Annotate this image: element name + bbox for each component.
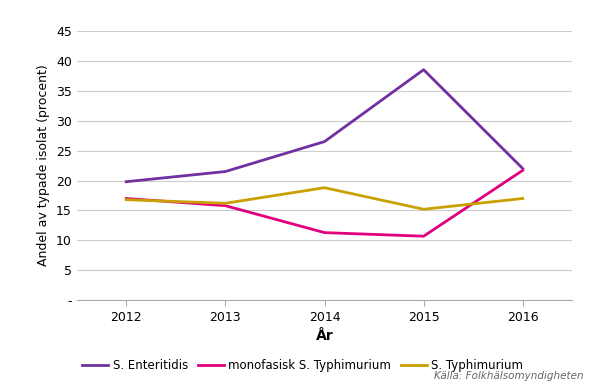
S. Typhimurium xyxy=(519,196,526,201)
X-axis label: År: År xyxy=(316,329,333,343)
monofasisk S. Typhimurium xyxy=(123,196,130,201)
S. Enteritidis xyxy=(123,179,130,184)
Legend: S. Enteritidis, monofasisk S. Typhimurium, S. Typhimurium: S. Enteritidis, monofasisk S. Typhimuriu… xyxy=(78,355,528,377)
Text: Källa: Folkhälsomyndigheten: Källa: Folkhälsomyndigheten xyxy=(434,371,584,381)
S. Enteritidis xyxy=(420,67,427,72)
Line: S. Typhimurium: S. Typhimurium xyxy=(126,188,523,209)
S. Typhimurium xyxy=(420,207,427,212)
S. Typhimurium xyxy=(123,198,130,202)
Line: S. Enteritidis: S. Enteritidis xyxy=(126,70,523,182)
S. Typhimurium xyxy=(222,201,229,206)
S. Typhimurium xyxy=(321,186,328,190)
S. Enteritidis xyxy=(222,169,229,174)
monofasisk S. Typhimurium xyxy=(519,168,526,172)
S. Enteritidis xyxy=(519,166,526,171)
Line: monofasisk S. Typhimurium: monofasisk S. Typhimurium xyxy=(126,170,523,236)
monofasisk S. Typhimurium xyxy=(420,234,427,239)
monofasisk S. Typhimurium xyxy=(222,203,229,208)
monofasisk S. Typhimurium xyxy=(321,230,328,235)
Y-axis label: Andel av typade isolat (procent): Andel av typade isolat (procent) xyxy=(37,65,50,266)
S. Enteritidis xyxy=(321,139,328,144)
